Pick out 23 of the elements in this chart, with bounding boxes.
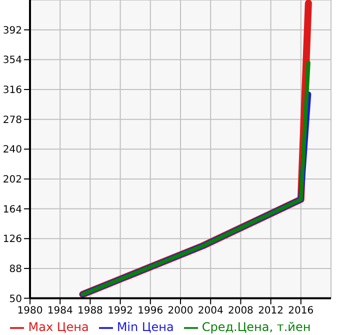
y-tick-label: 392 (2, 25, 22, 36)
x-tick-label: 2016 (288, 305, 314, 316)
legend-label: Сред.Цена, т.йен (202, 320, 311, 334)
x-tick-label: 2004 (198, 305, 224, 316)
x-tick-label: 1980 (17, 305, 43, 316)
x-tick-label: 1996 (138, 305, 164, 316)
y-tick-label: 278 (2, 114, 22, 126)
x-tick-label: 2012 (258, 305, 284, 316)
y-tick-label: 316 (2, 85, 22, 96)
x-tick-label: 1992 (108, 305, 134, 316)
legend-label: Max Цена (28, 320, 89, 334)
y-tick-label: 164 (2, 204, 22, 216)
x-tick-label: 2008 (228, 305, 254, 316)
y-tick-label: 50 (9, 294, 22, 305)
y-tick-label: 202 (2, 174, 22, 186)
y-tick-label: 126 (2, 234, 22, 246)
x-tick-label: 2000 (168, 305, 194, 316)
x-tick-label: 1988 (77, 305, 103, 316)
y-tick-label: 88 (9, 264, 22, 276)
legend-label: Min Цена (116, 320, 174, 334)
x-tick-label: 1984 (47, 305, 73, 316)
y-tick-label: 354 (2, 55, 22, 66)
y-tick-label: 240 (2, 144, 22, 156)
